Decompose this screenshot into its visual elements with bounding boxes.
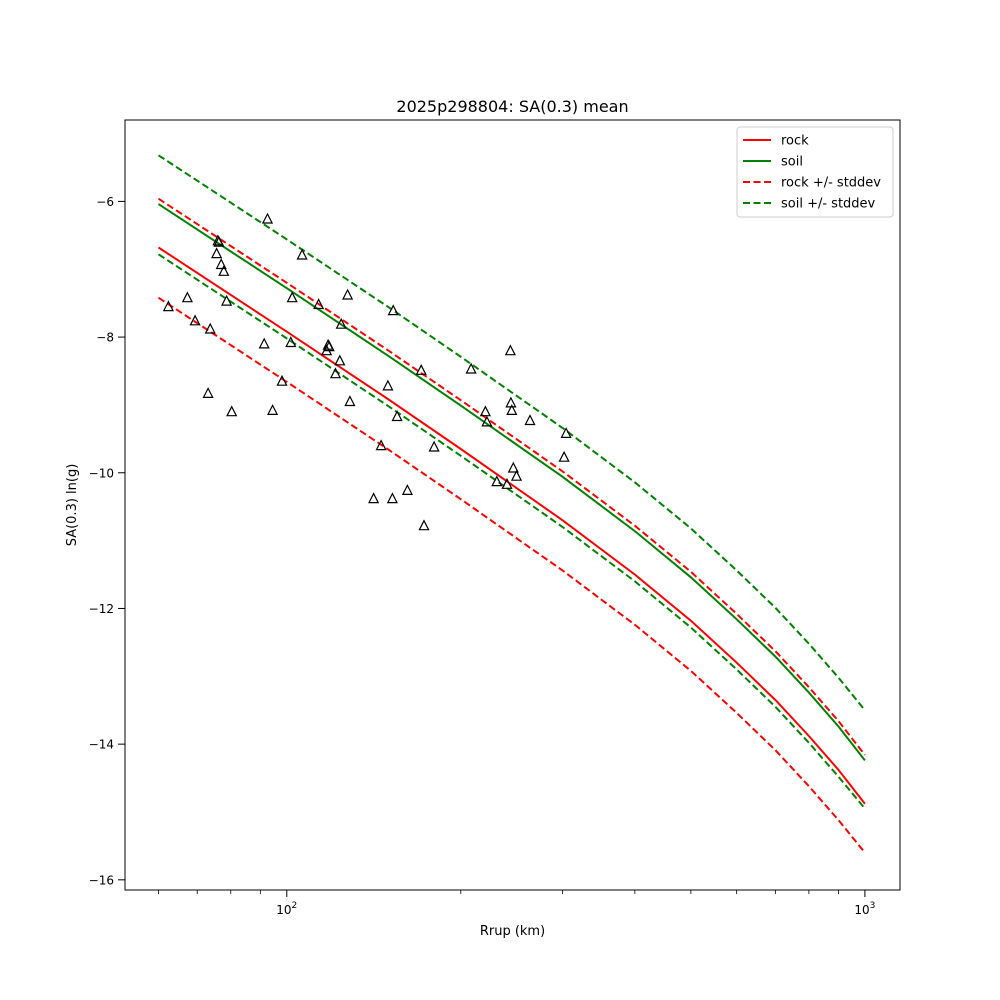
- observation-point-5: [211, 247, 223, 259]
- legend-label-0: rock: [781, 134, 809, 149]
- observation-point-22: [323, 340, 335, 352]
- y-tick-label-2: −12: [89, 602, 114, 616]
- chart-title: 2025p298804: SA(0.3) mean: [396, 97, 628, 116]
- observation-point-24: [334, 354, 346, 366]
- observation-point-37: [428, 440, 440, 452]
- observation-point-26: [342, 288, 354, 300]
- observation-point-16: [285, 336, 297, 348]
- observation-point-46: [507, 461, 519, 473]
- y-tick-label-4: −8: [96, 331, 114, 345]
- series-line-5: [157, 253, 866, 810]
- observation-point-36: [418, 519, 430, 531]
- observation-point-41: [491, 475, 503, 487]
- series-line-2: [157, 197, 866, 756]
- y-axis: −16 −14 −12 −10 −8 −6: [89, 195, 125, 887]
- observation-point-34: [401, 484, 413, 495]
- observation-point-1: [181, 291, 193, 303]
- observation-point-12: [258, 337, 270, 349]
- observation-point-7: [213, 235, 225, 247]
- series-line-3: [157, 296, 866, 854]
- observation-point-14: [267, 404, 279, 415]
- observation-point-3: [202, 387, 214, 398]
- series-line-4: [157, 154, 866, 711]
- observation-point-9: [218, 264, 230, 276]
- observation-point-23: [329, 367, 342, 379]
- observation-point-29: [375, 439, 387, 451]
- observation-point-28: [368, 492, 380, 504]
- observation-point-0: [162, 300, 174, 312]
- series-line-1: [157, 203, 866, 762]
- observation-point-48: [524, 414, 536, 426]
- legend-label-1: soil: [781, 155, 803, 170]
- observation-point-8: [215, 258, 227, 270]
- observation-point-38: [465, 362, 477, 374]
- legend: rock soil rock +/- stddev soil +/- stddev: [736, 126, 894, 218]
- plot-frame: [124, 119, 901, 891]
- y-tick-label-3: −10: [89, 466, 114, 480]
- y-tick-label-0: −16: [89, 873, 114, 887]
- observation-point-17: [286, 291, 298, 303]
- y-axis-label: SA(0.3) ln(g): [65, 464, 80, 547]
- observation-point-10: [221, 294, 233, 306]
- observation-point-45: [506, 404, 518, 415]
- plot-lines: [157, 154, 866, 854]
- observation-point-4: [204, 322, 216, 334]
- observation-point-30: [382, 379, 394, 391]
- observation-point-40: [481, 415, 493, 427]
- observation-point-32: [387, 304, 399, 316]
- observation-point-18: [296, 248, 308, 260]
- observation-point-13: [261, 212, 274, 224]
- observation-point-35: [415, 363, 427, 375]
- observation-point-49: [558, 450, 570, 462]
- observation-point-25: [335, 317, 347, 329]
- observation-point-42: [501, 477, 513, 489]
- observation-point-11: [226, 405, 238, 417]
- observation-point-31: [386, 492, 398, 504]
- observation-point-27: [344, 395, 356, 407]
- x-axis-label: Rrup (km): [480, 924, 545, 939]
- observation-point-39: [479, 405, 491, 417]
- observation-point-50: [560, 427, 572, 438]
- observation-point-2: [189, 314, 201, 326]
- observation-point-15: [276, 374, 288, 386]
- y-tick-label-5: −6: [96, 195, 114, 209]
- legend-label-3: soil +/- stddev: [781, 197, 876, 212]
- legend-label-2: rock +/- stddev: [781, 176, 881, 191]
- y-tick-label-1: −14: [89, 738, 114, 752]
- observation-markers: [162, 212, 572, 531]
- observation-point-33: [391, 410, 403, 422]
- observation-point-43: [504, 344, 516, 356]
- legend-box: [736, 126, 894, 218]
- observation-point-19: [313, 298, 325, 310]
- series-line-0: [157, 246, 866, 805]
- observation-point-47: [510, 469, 523, 481]
